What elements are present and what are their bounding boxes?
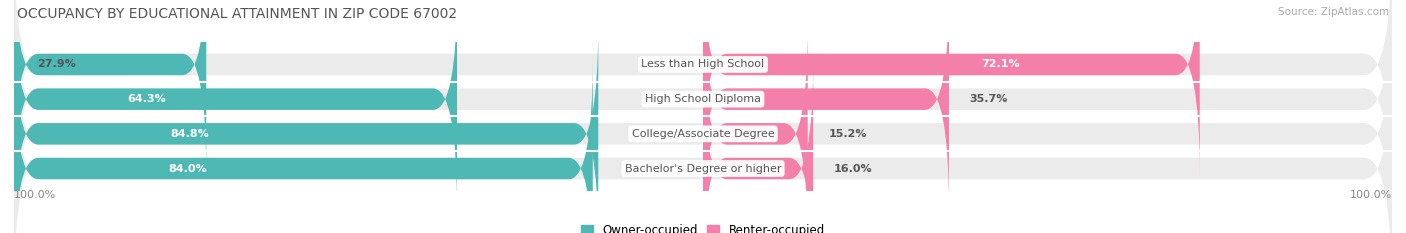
Text: College/Associate Degree: College/Associate Degree [631, 129, 775, 139]
Text: 84.0%: 84.0% [169, 164, 207, 174]
Text: 27.9%: 27.9% [37, 59, 76, 69]
Text: 16.0%: 16.0% [834, 164, 873, 174]
Text: 72.1%: 72.1% [981, 59, 1021, 69]
Text: High School Diploma: High School Diploma [645, 94, 761, 104]
FancyBboxPatch shape [14, 0, 207, 175]
Text: 15.2%: 15.2% [828, 129, 868, 139]
FancyBboxPatch shape [14, 0, 1392, 227]
Text: Less than High School: Less than High School [641, 59, 765, 69]
FancyBboxPatch shape [703, 0, 1199, 175]
Text: 100.0%: 100.0% [14, 190, 56, 200]
Text: 84.8%: 84.8% [170, 129, 208, 139]
FancyBboxPatch shape [703, 58, 813, 233]
FancyBboxPatch shape [14, 23, 599, 233]
FancyBboxPatch shape [703, 23, 807, 233]
FancyBboxPatch shape [703, 0, 949, 210]
Text: 100.0%: 100.0% [1350, 190, 1392, 200]
FancyBboxPatch shape [14, 0, 1392, 192]
Text: Bachelor's Degree or higher: Bachelor's Degree or higher [624, 164, 782, 174]
Legend: Owner-occupied, Renter-occupied: Owner-occupied, Renter-occupied [576, 219, 830, 233]
FancyBboxPatch shape [14, 41, 1392, 233]
Text: Source: ZipAtlas.com: Source: ZipAtlas.com [1278, 7, 1389, 17]
FancyBboxPatch shape [14, 6, 1392, 233]
Text: 35.7%: 35.7% [970, 94, 1008, 104]
FancyBboxPatch shape [14, 58, 593, 233]
Text: OCCUPANCY BY EDUCATIONAL ATTAINMENT IN ZIP CODE 67002: OCCUPANCY BY EDUCATIONAL ATTAINMENT IN Z… [17, 7, 457, 21]
FancyBboxPatch shape [14, 0, 457, 210]
Text: 64.3%: 64.3% [128, 94, 166, 104]
